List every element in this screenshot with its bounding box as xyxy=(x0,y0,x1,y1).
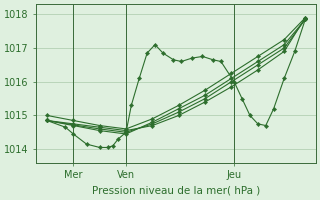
X-axis label: Pression niveau de la mer( hPa ): Pression niveau de la mer( hPa ) xyxy=(92,186,260,196)
